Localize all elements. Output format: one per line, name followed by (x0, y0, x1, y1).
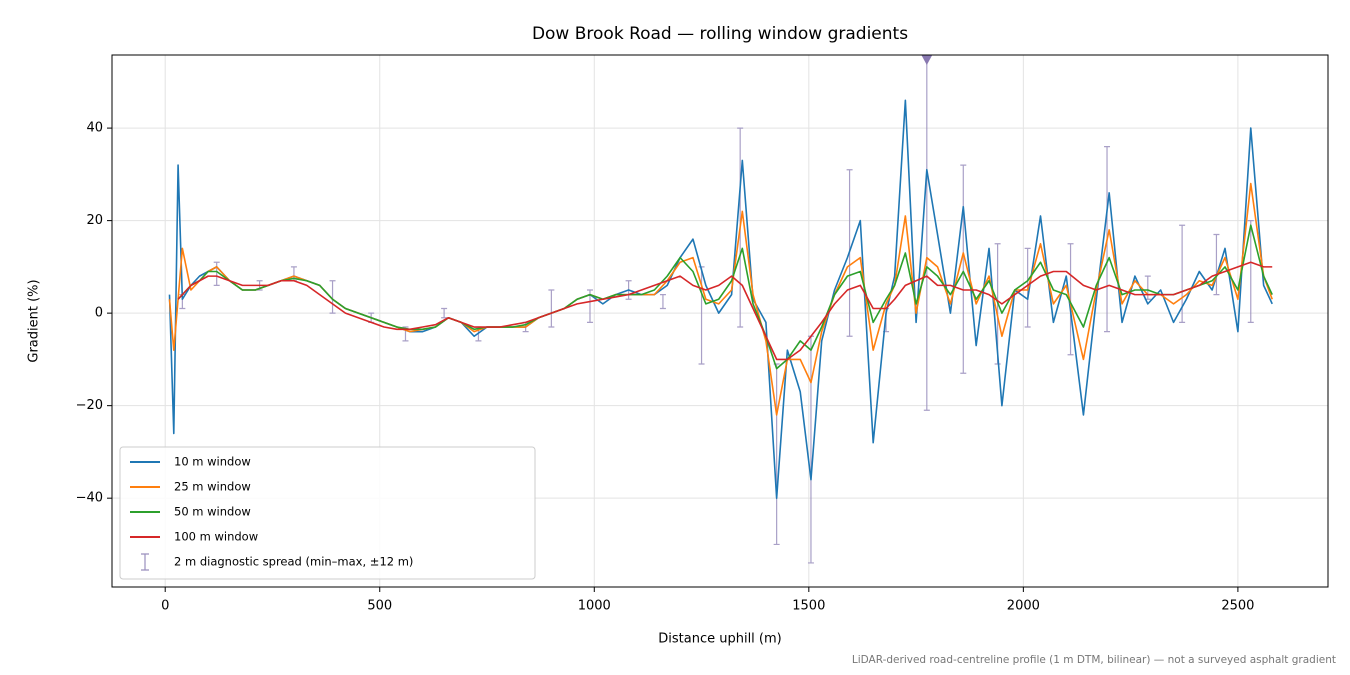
legend-label: 25 m window (174, 480, 251, 494)
legend-swatch (141, 553, 149, 571)
legend-label: 2 m diagnostic spread (min–max, ±12 m) (174, 555, 413, 569)
error-bar (441, 307, 448, 319)
y-tick-label: −40 (76, 491, 103, 506)
x-tick-label: 1500 (792, 599, 825, 614)
y-tick-label: 0 (95, 306, 103, 321)
x-tick-label: 2500 (1221, 599, 1254, 614)
x-tick-label: 500 (367, 599, 392, 614)
y-tick-label: 20 (86, 213, 103, 228)
footnote: LiDAR-derived road-centreline profile (1… (852, 654, 1336, 666)
axes: 0 500 1000 1500 2000 2500 −40 −20 0 20 40 (76, 121, 1255, 614)
grid (112, 55, 1328, 587)
error-bar (923, 59, 930, 411)
y-tick-label: 40 (86, 121, 103, 136)
x-axis-label: Distance uphill (m) (658, 632, 781, 647)
legend: 10 m window 25 m window 50 m window 100 m w… (119, 446, 536, 580)
x-tick-label: 2000 (1007, 599, 1040, 614)
series-line (177, 224, 1273, 370)
legend-box (119, 446, 536, 580)
legend-label: 10 m window (174, 455, 251, 469)
axes-frame (111, 54, 1329, 588)
legend-label: 50 m window (174, 505, 251, 519)
clip-marker (921, 55, 933, 65)
error-bar (960, 164, 967, 374)
error-bar (659, 294, 666, 310)
x-tick-label: 1000 (578, 599, 611, 614)
plot-area (168, 55, 1273, 564)
legend-label: 100 m window (174, 530, 258, 544)
error-bar (548, 289, 555, 328)
x-tick-label: 0 (161, 599, 169, 614)
series-line (177, 261, 1273, 361)
y-axis-label: Gradient (%) (27, 279, 42, 362)
y-tick-label: −20 (76, 398, 103, 413)
error-bar (1213, 233, 1220, 296)
error-bar (329, 280, 336, 314)
chart-title: Dow Brook Road — rolling window gradient… (532, 24, 908, 44)
error-bar (1067, 243, 1074, 356)
error-bar (1247, 220, 1254, 323)
